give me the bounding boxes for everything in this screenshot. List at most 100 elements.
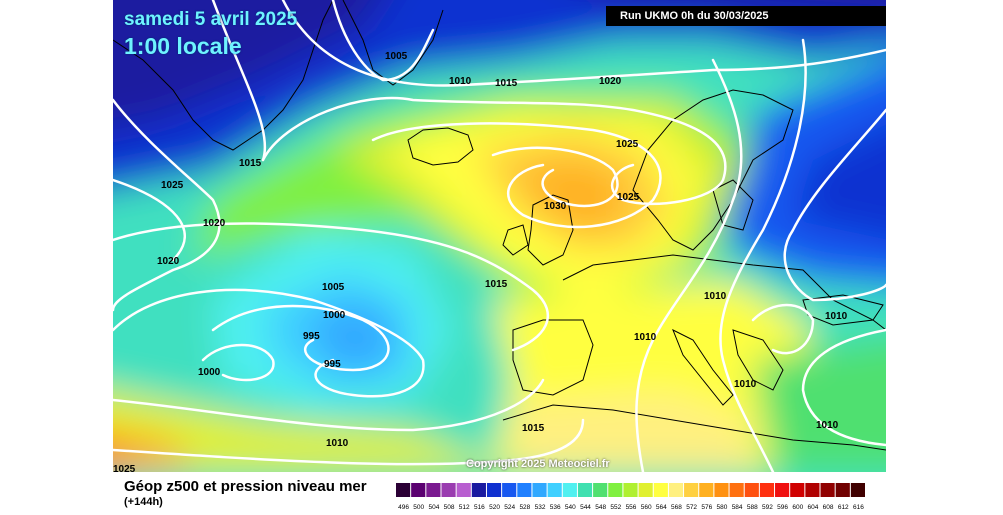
isobar-label: 1025: [161, 180, 184, 191]
isobar-label: 1025: [616, 139, 639, 150]
legend-swatch: [486, 483, 502, 497]
legend-value: 504: [428, 504, 439, 511]
legend-value: 592: [762, 504, 773, 511]
legend-swatch: [411, 483, 426, 497]
isobar-label: 1025: [113, 464, 136, 472]
legend-value: 600: [792, 504, 803, 511]
legend-swatch: [835, 483, 850, 497]
isobar-label: 1030: [544, 201, 567, 212]
legend-value: 572: [686, 504, 697, 511]
legend-value: 596: [777, 504, 788, 511]
legend-swatch: [699, 483, 714, 497]
legend-value: 560: [641, 504, 652, 511]
legend-swatch: [623, 483, 638, 497]
legend-value: 524: [504, 504, 515, 511]
geopotential-field: [113, 0, 886, 472]
legend-swatch: [775, 483, 790, 497]
isobar-label: 1025: [617, 192, 640, 203]
legend-value: 520: [489, 504, 500, 511]
legend-value: 612: [838, 504, 849, 511]
run-info: Run UKMO 0h du 30/03/2025: [606, 6, 886, 26]
legend-swatch: [729, 483, 744, 497]
isobar-label: 1015: [495, 78, 518, 89]
legend-value: 544: [580, 504, 591, 511]
weather-map: 1005 1010 1015 1020 1025 1030 1030 1025 …: [113, 0, 886, 472]
isobar-label: 1010: [704, 291, 727, 302]
legend-swatch: [517, 483, 532, 497]
coastlines: [113, 0, 886, 451]
legend-swatch: [593, 483, 608, 497]
isobars: [113, 0, 886, 472]
legend-swatch: [441, 483, 456, 497]
legend-value: 588: [747, 504, 758, 511]
legend-swatch: [502, 483, 517, 497]
legend-swatch: [562, 483, 577, 497]
isobar-label: 995: [324, 359, 341, 370]
legend-swatch: [744, 483, 759, 497]
isobar-label: 1020: [599, 76, 622, 87]
legend-swatch: [547, 483, 562, 497]
legend-value: 500: [413, 504, 424, 511]
legend-value: 584: [732, 504, 743, 511]
map-title: Géop z500 et pression niveau mer: [124, 478, 367, 495]
isobar-label: 1010: [816, 420, 839, 431]
legend-swatch: [790, 483, 805, 497]
isobar-label: 1005: [322, 282, 345, 293]
legend-swatch: [805, 483, 820, 497]
legend-swatch: [532, 483, 547, 497]
legend-swatch: [714, 483, 729, 497]
isobar-label: 1010: [734, 379, 757, 390]
isobar-label: 1020: [203, 218, 226, 229]
isobar-label: 1010: [634, 332, 657, 343]
legend-value: 548: [595, 504, 606, 511]
legend-value: 528: [519, 504, 530, 511]
legend-swatch: [577, 483, 593, 497]
legend-value: 540: [565, 504, 576, 511]
legend-value: 508: [444, 504, 455, 511]
legend-swatch: [608, 483, 623, 497]
legend-swatch: [668, 483, 684, 497]
legend-swatch: [396, 483, 411, 497]
legend-swatch: [456, 483, 471, 497]
legend-swatch: [653, 483, 668, 497]
isobar-label: 995: [303, 331, 320, 342]
isobar-label: 1000: [323, 310, 346, 321]
isobar-label: 1005: [385, 51, 408, 62]
legend-value: 580: [717, 504, 728, 511]
legend-value: 604: [808, 504, 819, 511]
legend-value: 552: [610, 504, 621, 511]
isobar-label: 1000: [198, 367, 221, 378]
color-legend: 496 500 504 508 512 516 520 524 528 532 536 540 544 5…: [396, 483, 865, 511]
legend-value: 608: [823, 504, 834, 511]
isobar-labels: 1005 1010 1015 1020 1025 1030 1030 1025 …: [113, 51, 848, 472]
forecast-range: (+144h): [124, 496, 163, 508]
legend-swatch: [684, 483, 699, 497]
legend-swatch: [820, 483, 835, 497]
isobar-label: 1010: [825, 311, 848, 322]
legend-value: 496: [398, 504, 409, 511]
legend-swatch: [759, 483, 775, 497]
legend-swatch: [426, 483, 441, 497]
legend-value: 616: [853, 504, 864, 511]
legend-value: 516: [474, 504, 485, 511]
isobar-label: 1015: [522, 423, 545, 434]
isobar-label: 1010: [449, 76, 472, 87]
legend-value: 532: [535, 504, 546, 511]
legend-swatch: [638, 483, 653, 497]
isobar-label: 1015: [485, 279, 508, 290]
legend-value: 512: [459, 504, 470, 511]
legend-swatch: [850, 483, 865, 497]
legend-value: 556: [626, 504, 637, 511]
legend-swatch: [471, 483, 486, 497]
legend-value: 536: [550, 504, 561, 511]
copyright: Copyright 2025 Meteociel.fr: [466, 458, 610, 470]
legend-value: 568: [671, 504, 682, 511]
legend-value: 576: [701, 504, 712, 511]
isobar-label: 1010: [326, 438, 349, 449]
isobar-label: 1015: [239, 158, 262, 169]
legend-value: 564: [656, 504, 667, 511]
map-canvas: 1005 1010 1015 1020 1025 1030 1030 1025 …: [113, 0, 886, 472]
forecast-date: samedi 5 avril 2025: [124, 9, 298, 30]
isobar-label: 1020: [157, 256, 180, 267]
forecast-time: 1:00 locale: [124, 33, 242, 59]
